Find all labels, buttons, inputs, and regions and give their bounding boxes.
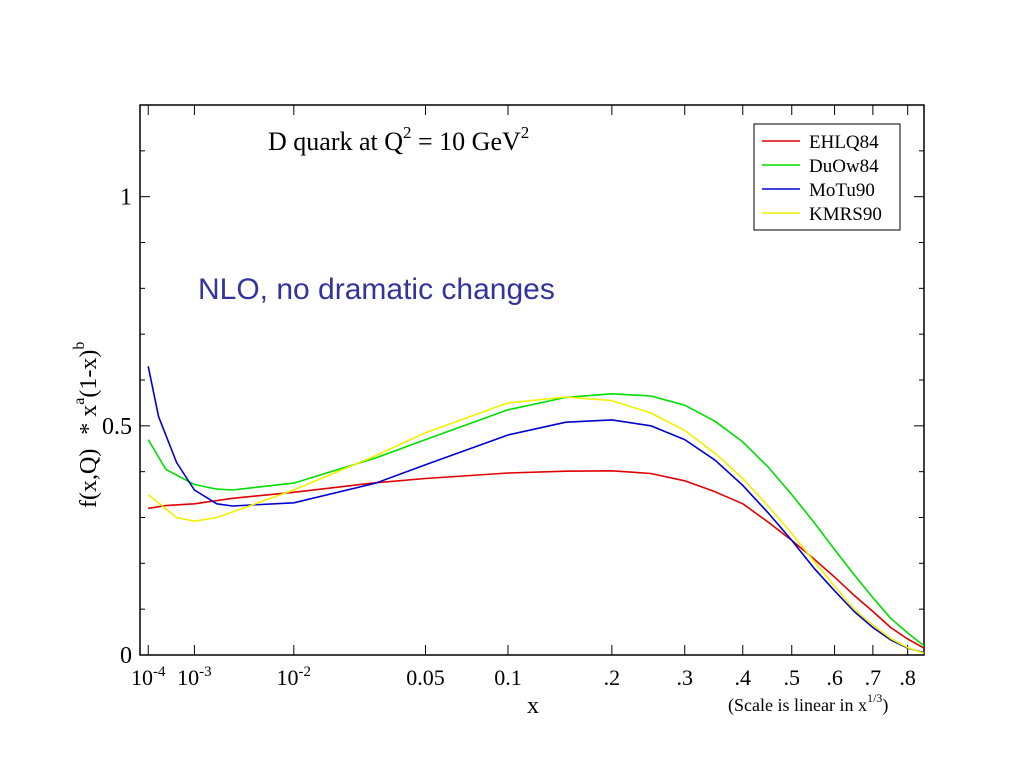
series-lines	[147, 366, 925, 654]
legend-label: DuOw84	[809, 156, 879, 177]
x-axis-label: x	[527, 693, 539, 719]
y-axis-ticks: 00.51	[102, 104, 924, 669]
x-tick-label: .3	[676, 665, 693, 690]
x-tick-label: 10-4	[131, 664, 166, 690]
x-tick-label: .5	[784, 665, 801, 690]
x-tick-label: 0.1	[494, 665, 522, 690]
x-tick-label: .6	[826, 665, 843, 690]
series-line-ehlq84	[148, 470, 925, 649]
y-tick-label: 1	[120, 185, 132, 211]
y-tick-label: 0.5	[102, 414, 132, 440]
series-line-duow84	[147, 393, 925, 647]
series-line-motu90	[147, 366, 925, 654]
y-axis-label: f(x,Q)* xa(1-x)b	[71, 342, 102, 508]
x-tick-label: .2	[604, 665, 621, 690]
x-tick-label: .7	[865, 665, 882, 690]
series-line-kmrs90	[147, 396, 925, 654]
x-axis-ticks: 10-4 10-3 10-2 0.05 0.1 .2 .3 .4 .5 .6 .7 .8	[131, 105, 916, 690]
x-tick-label: .4	[735, 665, 752, 690]
legend: EHLQ84 DuOw84 MoTu90 KMRS90	[753, 123, 901, 231]
x-tick-label: .8	[899, 665, 916, 690]
y-tick-label: 0	[120, 643, 132, 669]
x-tick-label: 0.05	[406, 665, 445, 690]
annotation-text: NLO, no dramatic changes	[198, 273, 555, 306]
scale-note: (Scale is linear in x1/3)	[728, 691, 888, 716]
x-tick-label: 10-3	[177, 664, 212, 690]
legend-label: MoTu90	[809, 180, 875, 201]
legend-label: EHLQ84	[809, 132, 879, 153]
legend-label: KMRS90	[809, 204, 882, 225]
x-tick-label: 10-2	[277, 664, 312, 690]
chart-title: D quark at Q2 = 10 GeV2	[268, 123, 529, 156]
